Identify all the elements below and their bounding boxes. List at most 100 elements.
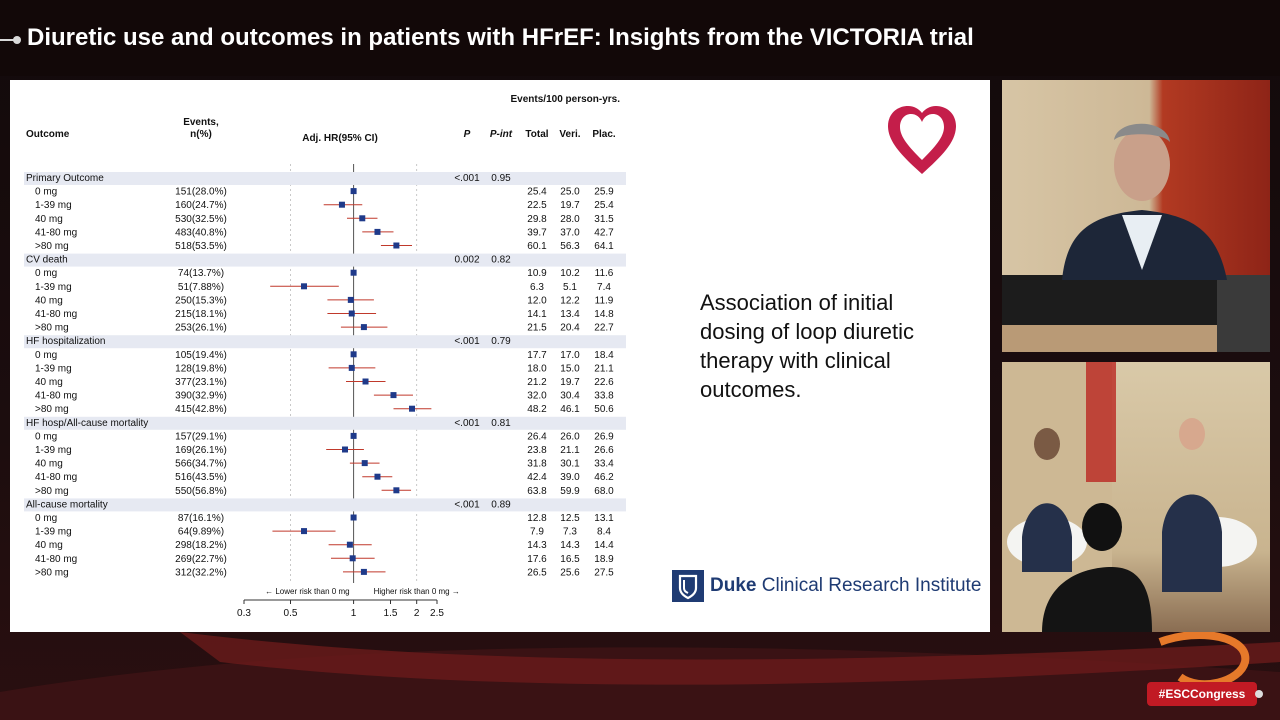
x-tick-label: 2 [414, 608, 420, 619]
row-total: 39.7 [527, 227, 547, 238]
hr-marker [360, 324, 367, 331]
row-plac: 26.6 [594, 445, 614, 456]
row-label: 1-39 mg [35, 200, 72, 211]
x-tick-label: 0.5 [284, 608, 298, 619]
row-plac: 46.2 [594, 472, 614, 483]
row-label: 40 mg [35, 377, 63, 388]
row-events: 87(16.1%) [178, 513, 224, 524]
row-total: 21.5 [527, 323, 547, 334]
plac-header: Plac. [592, 129, 616, 140]
row-label: >80 mg [35, 567, 69, 578]
row-label: >80 mg [35, 241, 69, 252]
row-label: 41-80 mg [35, 554, 77, 565]
heart-logo-icon [888, 106, 956, 174]
row-veri: 12.5 [560, 513, 580, 524]
group-label: HF hospitalization [26, 336, 105, 347]
hr-marker [409, 405, 416, 412]
row-label: 0 mg [35, 431, 57, 442]
row-plac: 11.9 [595, 295, 614, 306]
higher-risk-label: Higher risk than 0 mg → [374, 587, 460, 596]
row-label: 1-39 mg [35, 282, 72, 293]
row-veri: 19.7 [560, 200, 580, 211]
hr-marker [301, 283, 308, 290]
events-rate-header: Events/100 person-yrs. [511, 94, 621, 105]
row-veri: 37.0 [560, 227, 580, 238]
slide-caption: Association of initial dosing of loop di… [700, 290, 915, 402]
duke-shield-icon [672, 570, 704, 602]
row-events: 483(40.8%) [175, 227, 227, 238]
talk-title: Diuretic use and outcomes in patients wi… [27, 24, 974, 51]
row-veri: 16.5 [560, 554, 580, 565]
row-plac: 31.5 [594, 214, 614, 225]
title-bullet-icon [0, 36, 22, 44]
group-label: All-cause mortality [26, 499, 108, 510]
row-total: 14.3 [527, 540, 547, 551]
group-band [24, 335, 626, 349]
row-label: 0 mg [35, 513, 57, 524]
row-plac: 26.9 [594, 431, 614, 442]
row-plac: 22.6 [594, 377, 614, 388]
row-events: 377(23.1%) [175, 377, 227, 388]
group-band [24, 498, 626, 512]
group-p-value: 0.002 [454, 255, 479, 266]
row-events: 550(56.8%) [175, 486, 227, 497]
row-events: 516(43.5%) [175, 472, 227, 483]
row-veri: 39.0 [560, 472, 580, 483]
row-total: 17.6 [527, 554, 547, 565]
row-events: 169(26.1%) [175, 445, 227, 456]
row-veri: 30.1 [560, 459, 580, 470]
row-veri: 21.1 [560, 445, 580, 456]
speaker-camera-feed [1002, 80, 1270, 352]
row-veri: 10.2 [560, 268, 580, 279]
row-label: 1-39 mg [35, 527, 72, 538]
row-total: 26.4 [527, 431, 547, 442]
row-label: >80 mg [35, 404, 69, 415]
row-veri: 28.0 [560, 214, 580, 225]
row-total: 22.5 [527, 200, 547, 211]
row-plac: 68.0 [594, 486, 614, 497]
row-label: 0 mg [35, 350, 57, 361]
row-veri: 15.0 [560, 363, 580, 374]
row-events: 390(32.9%) [175, 391, 227, 402]
row-veri: 13.4 [560, 309, 580, 320]
group-pint-value: 0.79 [491, 336, 511, 347]
badge-dot-icon [1255, 690, 1263, 698]
group-p-value: <.001 [454, 173, 480, 184]
row-events: 312(32.2%) [175, 567, 227, 578]
hr-marker [393, 242, 400, 249]
row-label: 1-39 mg [35, 445, 72, 456]
duke-logo-text: Duke Clinical Research Institute [710, 575, 982, 596]
row-total: 18.0 [527, 363, 547, 374]
row-veri: 17.0 [560, 350, 580, 361]
row-label: 40 mg [35, 214, 63, 225]
row-plac: 14.4 [594, 540, 614, 551]
row-veri: 14.3 [560, 540, 580, 551]
hr-marker [360, 568, 367, 575]
events-header-line2: n(%) [190, 129, 212, 140]
congress-hashtag-badge: #ESCCongress [1147, 682, 1257, 706]
total-header: Total [525, 129, 548, 140]
hr-marker [393, 487, 400, 494]
row-plac: 25.9 [594, 187, 614, 198]
row-total: 21.2 [527, 377, 547, 388]
row-plac: 33.8 [594, 391, 614, 402]
row-events: 269(22.7%) [175, 554, 227, 565]
row-events: 128(19.8%) [175, 363, 227, 374]
hr-marker [338, 201, 345, 208]
hr-marker [349, 555, 356, 562]
group-pint-value: 0.95 [491, 173, 511, 184]
row-total: 6.3 [530, 282, 544, 293]
row-label: 40 mg [35, 459, 63, 470]
row-events: 298(18.2%) [175, 540, 227, 551]
row-plac: 18.4 [594, 350, 614, 361]
hr-marker [359, 215, 366, 222]
row-events: 215(18.1%) [175, 309, 227, 320]
hr-marker [362, 378, 369, 385]
row-veri: 12.2 [560, 295, 580, 306]
row-total: 25.4 [527, 187, 547, 198]
group-label: CV death [26, 255, 68, 266]
row-events: 64(9.89%) [178, 527, 224, 538]
hr-marker [348, 310, 355, 317]
group-p-value: <.001 [454, 418, 480, 429]
